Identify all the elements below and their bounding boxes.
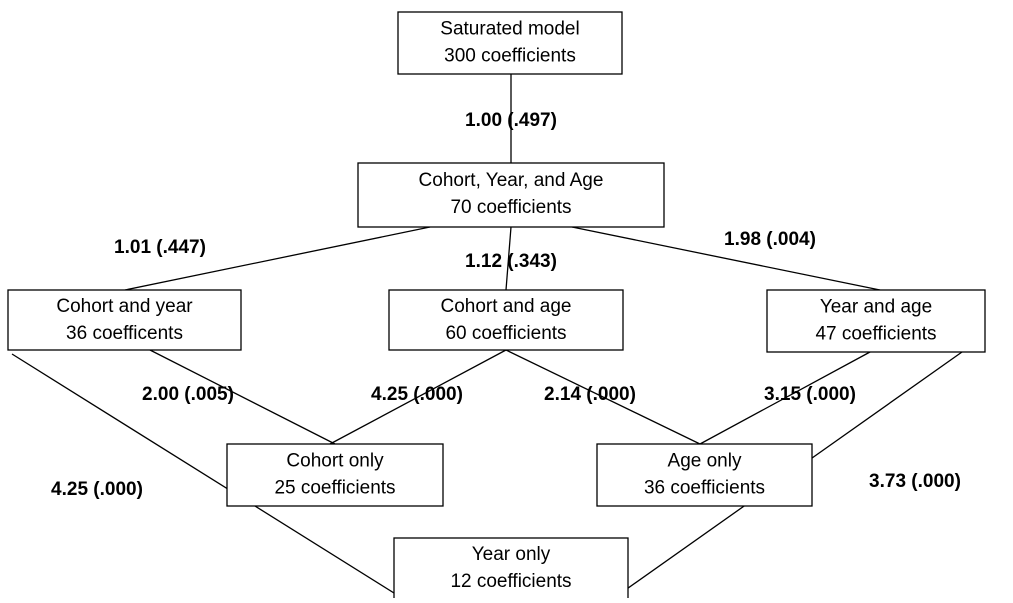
- node: Cohort only 25 coefficients: [226, 443, 444, 507]
- node: Saturated model 300 coefficients: [397, 11, 623, 75]
- node-title: Age only: [668, 450, 742, 471]
- node-box: [7, 289, 242, 351]
- node-title: Saturated model: [440, 18, 579, 39]
- node-subtitle: 36 coefficents: [66, 323, 183, 344]
- connector: [505, 226, 512, 291]
- node-title: Cohort, Year, and Age: [419, 170, 604, 191]
- connector: [699, 351, 871, 445]
- node-subtitle: 25 coefficients: [274, 477, 395, 498]
- edge-label: 4.25 (.000): [371, 384, 463, 405]
- connector: [124, 226, 431, 291]
- connector: [571, 226, 881, 291]
- edge-label: 4.25 (.000): [51, 479, 143, 500]
- node: Age only 36 coefficients: [596, 443, 813, 507]
- edge-label: 1.12 (.343): [465, 251, 557, 272]
- node-subtitle: 60 coefficients: [445, 323, 566, 344]
- edge-label: 1.01 (.447): [114, 237, 206, 258]
- connector: [505, 349, 701, 445]
- edge-label: 1.98 (.004): [724, 229, 816, 250]
- node-title: Cohort and year: [56, 296, 193, 317]
- connector: [11, 353, 403, 599]
- node-box: [766, 289, 986, 353]
- edge-label: 2.14 (.000): [544, 384, 636, 405]
- node-subtitle: 12 coefficients: [450, 571, 571, 592]
- node: Cohort and age 60 coefficients: [388, 289, 624, 351]
- node-box: [388, 289, 624, 351]
- connectors: [11, 74, 963, 599]
- node-title: Year only: [472, 544, 551, 565]
- node: Cohort and year 36 coefficents: [7, 289, 242, 351]
- node-title: Cohort and age: [441, 296, 572, 317]
- node-box: [397, 11, 623, 75]
- node-box: [596, 443, 813, 507]
- node: Year only 12 coefficients: [393, 537, 629, 603]
- node-subtitle: 70 coefficients: [450, 197, 571, 218]
- node-box: [393, 537, 629, 603]
- edge-label: 3.15 (.000): [764, 384, 856, 405]
- edge-label: 1.00 (.497): [465, 110, 557, 131]
- node-title: Cohort only: [286, 450, 384, 471]
- node-box: [226, 443, 444, 507]
- edge-labels: 1.00 (.497) 1.01 (.447) 1.12 (.343) 1.98…: [51, 110, 961, 500]
- nodes: Saturated model 300 coefficients Cohort, Y…: [7, 11, 986, 603]
- node: Year and age 47 coefficients: [766, 289, 986, 353]
- node-title: Year and age: [820, 296, 932, 317]
- edge-label: 2.00 (.005): [142, 384, 234, 405]
- edge-label: 3.73 (.000): [869, 471, 961, 492]
- node-subtitle: 47 coefficients: [815, 323, 936, 344]
- node: Cohort, Year, and Age 70 coefficients: [357, 162, 665, 228]
- node-subtitle: 300 coefficients: [444, 45, 576, 66]
- node-box: [357, 162, 665, 228]
- node-subtitle: 36 coefficients: [644, 477, 765, 498]
- connector: [149, 349, 336, 445]
- connector: [329, 349, 507, 445]
